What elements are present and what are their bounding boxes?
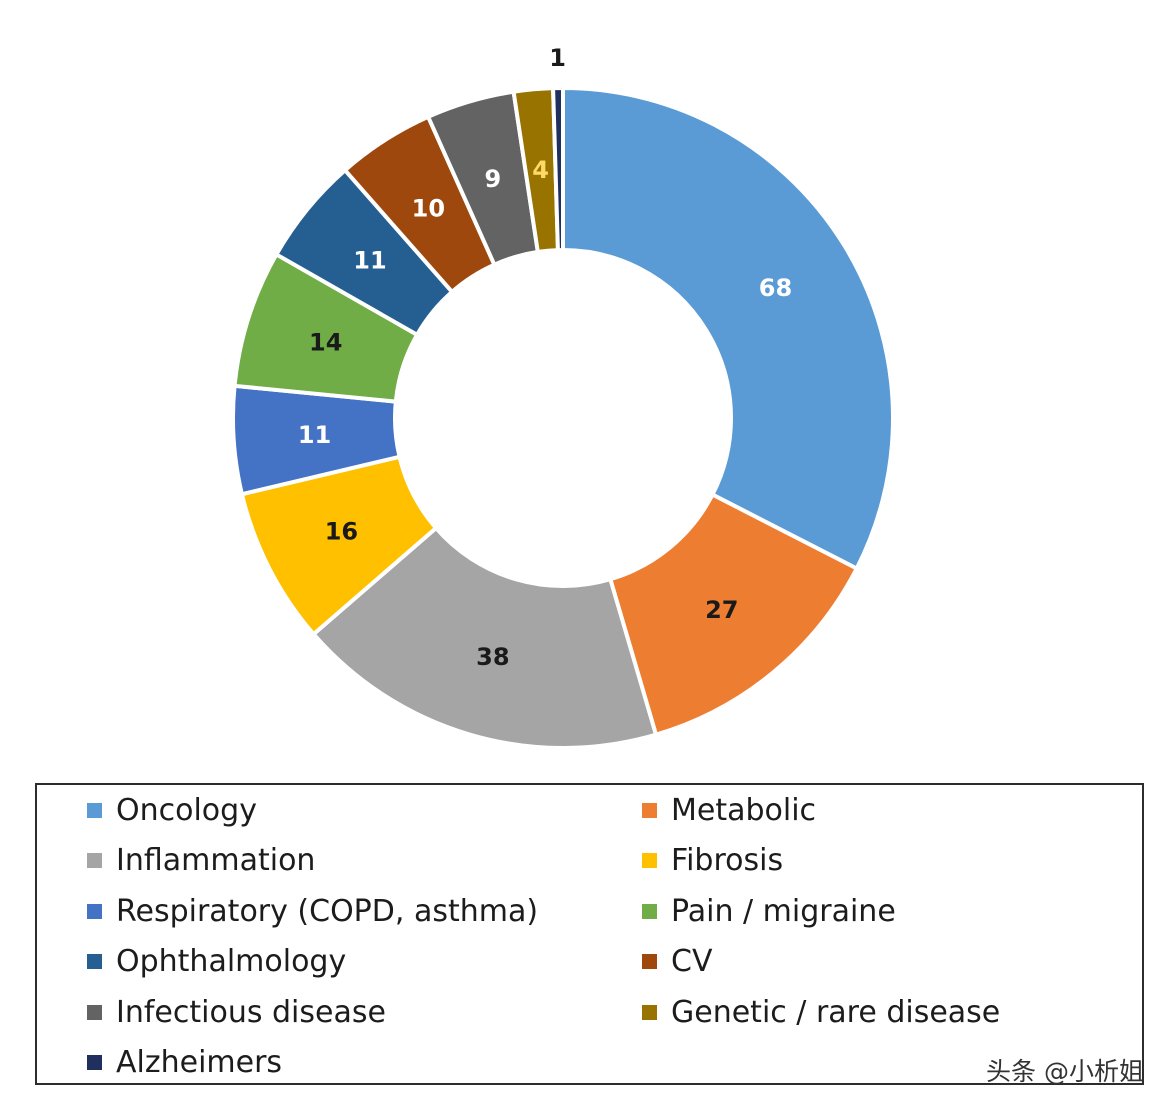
data-label-ophthalmology: 11 — [353, 247, 386, 275]
data-label-respiratory-copd-asthma: 11 — [298, 421, 331, 449]
legend-label: Fibrosis — [671, 843, 784, 878]
data-label-oncology: 68 — [759, 274, 792, 302]
legend-swatch — [642, 1004, 657, 1020]
legend-item-pain-migraine: Pain / migraine — [642, 891, 896, 931]
data-label-genetic-rare-disease: 4 — [532, 156, 549, 184]
data-label-inflammation: 38 — [476, 643, 509, 671]
legend-label: Infectious disease — [116, 994, 386, 1030]
legend-item-ophthalmology: Ophthalmology — [87, 942, 346, 982]
legend-label: Genetic / rare disease — [671, 994, 1001, 1030]
chart-legend: Oncology Metabolic Inflammation Fibrosis Res… — [35, 783, 1144, 1085]
legend-label: Oncology — [116, 792, 257, 828]
legend-swatch — [642, 802, 657, 818]
legend-swatch — [642, 903, 657, 919]
legend-item-inflammation: Inflammation — [87, 841, 315, 881]
legend-item-oncology: Oncology — [87, 790, 257, 830]
legend-label: Ophthalmology — [116, 944, 347, 979]
data-label-infectious-disease: 9 — [484, 165, 501, 193]
donut-chart: 68 27 38 16 11 14 11 10 9 4 1 — [231, 44, 895, 750]
legend-swatch — [87, 853, 102, 868]
watermark-text: 头条 @小析姐 — [986, 1057, 1144, 1086]
legend-swatch — [642, 853, 657, 868]
legend-swatch — [87, 1004, 102, 1020]
legend-item-alzheimers: Alzheimers — [87, 1043, 282, 1083]
slice-metabolic — [607, 491, 860, 738]
data-label-pain-migraine: 14 — [309, 328, 342, 356]
legend-item-genetic-rare-disease: Genetic / rare disease — [642, 992, 1000, 1032]
legend-swatch — [87, 954, 102, 969]
legend-item-cv: CV — [642, 942, 712, 982]
legend-swatch — [87, 903, 102, 919]
data-label-cv: 10 — [412, 195, 445, 223]
data-label-fibrosis: 16 — [325, 518, 358, 546]
slice-alzheimers — [551, 85, 565, 253]
legend-swatch — [642, 954, 657, 969]
legend-item-infectious-disease: Infectious disease — [87, 992, 386, 1032]
legend-label: Pain / migraine — [671, 893, 896, 929]
legend-label: Inflammation — [116, 843, 316, 878]
legend-label: CV — [671, 944, 713, 979]
legend-label: Metabolic — [671, 792, 817, 828]
legend-label: Respiratory (COPD, asthma) — [116, 893, 539, 929]
data-label-alzheimers: 1 — [549, 44, 566, 72]
legend-swatch — [87, 1055, 102, 1070]
legend-swatch — [87, 802, 102, 818]
slice-oncology — [561, 85, 895, 572]
legend-item-fibrosis: Fibrosis — [642, 841, 783, 881]
legend-item-respiratory-copd-asthma: Respiratory (COPD, asthma) — [87, 891, 538, 931]
legend-item-metabolic: Metabolic — [642, 790, 816, 830]
slice-inflammation — [310, 525, 659, 750]
data-label-metabolic: 27 — [705, 596, 738, 624]
legend-label: Alzheimers — [116, 1045, 283, 1080]
